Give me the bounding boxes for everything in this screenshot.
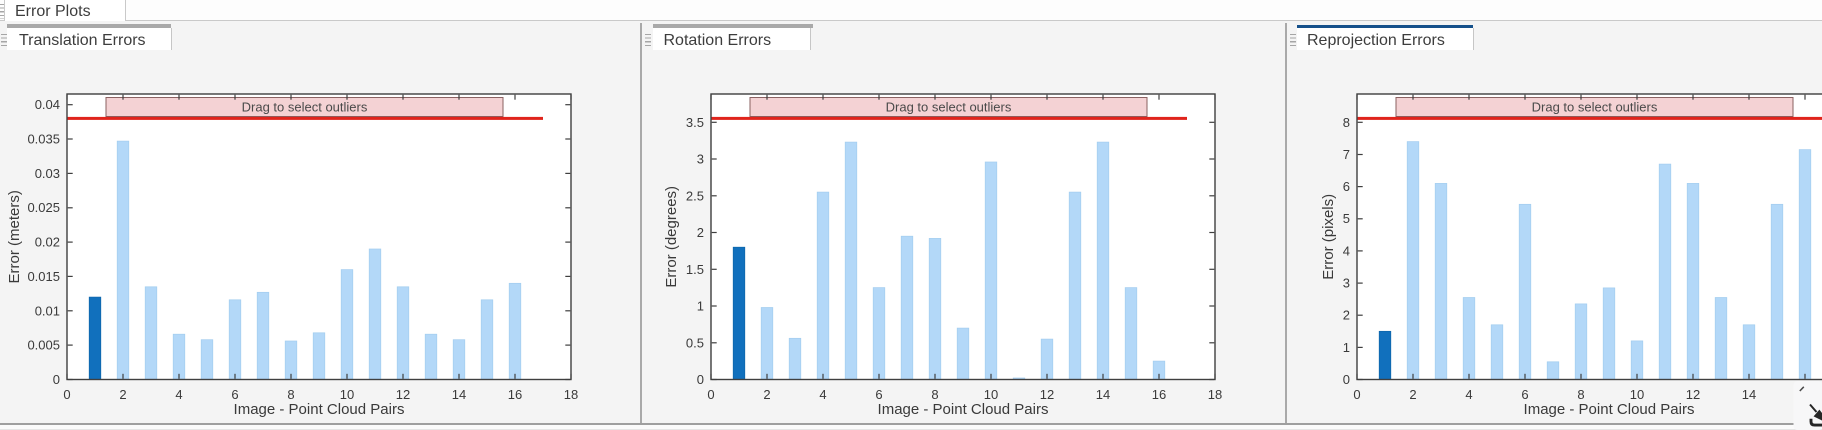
svg-text:2: 2 [1343,308,1350,323]
svg-text:6: 6 [1343,179,1350,194]
svg-text:3: 3 [697,152,704,167]
svg-text:10: 10 [1630,387,1644,402]
svg-text:6: 6 [1521,387,1528,402]
svg-text:Image - Point Cloud Pairs: Image - Point Cloud Pairs [1524,401,1695,418]
svg-text:14: 14 [1096,387,1110,402]
svg-text:14: 14 [1742,387,1756,402]
svg-text:1: 1 [1343,340,1350,355]
svg-text:0.03: 0.03 [35,166,60,181]
svg-text:2: 2 [119,387,126,402]
svg-text:4: 4 [1465,387,1472,402]
svg-text:7: 7 [1343,147,1350,162]
svg-text:2: 2 [763,387,770,402]
svg-text:4: 4 [819,387,826,402]
svg-text:0: 0 [697,372,704,387]
svg-text:0: 0 [707,387,714,402]
svg-text:1.5: 1.5 [686,262,704,277]
svg-text:0.04: 0.04 [35,97,60,112]
svg-text:18: 18 [1208,387,1222,402]
svg-text:2: 2 [1409,387,1416,402]
svg-text:6: 6 [875,387,882,402]
svg-text:4: 4 [1343,243,1350,258]
svg-text:0: 0 [1343,372,1350,387]
svg-text:8: 8 [1343,115,1350,130]
svg-text:Drag to select outliers: Drag to select outliers [1532,100,1658,115]
svg-text:12: 12 [1686,387,1700,402]
svg-text:0: 0 [63,387,70,402]
svg-text:0.035: 0.035 [27,132,60,147]
svg-text:0.5: 0.5 [686,335,704,350]
svg-text:Error (degrees): Error (degrees) [663,186,680,288]
svg-text:3: 3 [1343,276,1350,291]
svg-text:8: 8 [287,387,294,402]
svg-text:Error (meters): Error (meters) [6,190,23,283]
svg-text:4: 4 [175,387,182,402]
svg-text:Image - Point Cloud Pairs: Image - Point Cloud Pairs [878,401,1049,418]
svg-text:Drag to select outliers: Drag to select outliers [886,100,1012,115]
svg-text:16: 16 [1152,387,1166,402]
svg-text:12: 12 [1040,387,1054,402]
svg-text:0.02: 0.02 [35,235,60,250]
svg-text:0: 0 [1353,387,1360,402]
svg-text:0.015: 0.015 [27,269,60,284]
svg-text:5: 5 [1343,211,1350,226]
svg-text:12: 12 [396,387,410,402]
svg-text:10: 10 [340,387,354,402]
svg-text:0.01: 0.01 [35,303,60,318]
svg-text:1: 1 [697,299,704,314]
svg-text:0: 0 [53,372,60,387]
svg-text:Drag to select outliers: Drag to select outliers [242,100,368,115]
svg-text:Image - Point Cloud Pairs: Image - Point Cloud Pairs [234,401,405,418]
svg-text:0.005: 0.005 [27,338,60,353]
svg-text:16: 16 [508,387,522,402]
svg-text:14: 14 [452,387,466,402]
svg-text:18: 18 [564,387,578,402]
svg-text:Error (pixels): Error (pixels) [1320,194,1337,280]
svg-text:2.5: 2.5 [686,188,704,203]
svg-text:2: 2 [697,225,704,240]
svg-text:6: 6 [231,387,238,402]
svg-text:10: 10 [984,387,998,402]
svg-text:8: 8 [931,387,938,402]
svg-text:3.5: 3.5 [686,115,704,130]
svg-text:0.025: 0.025 [27,200,60,215]
svg-text:8: 8 [1577,387,1584,402]
